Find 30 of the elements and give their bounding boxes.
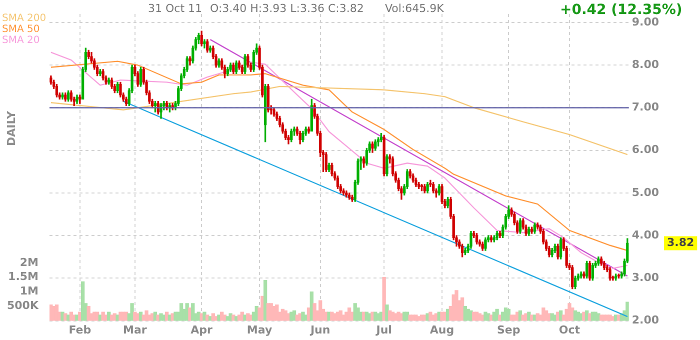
annotation: Vol:645.9K — [385, 2, 444, 15]
annotation: 31 Oct 11 — [148, 2, 202, 15]
y2-tick-label: 500K — [6, 299, 39, 312]
annotation: +0.42 (12.35%) — [560, 2, 682, 18]
y2-tick-label: 1M — [20, 284, 38, 298]
x-tick-label: Mar — [123, 323, 148, 336]
annotation: O:3.40 H:3.93 L:3.36 C:3.82 — [210, 2, 364, 15]
y-tick-label: 6.00 — [632, 143, 660, 156]
y2-tick-label: 1.5M — [8, 270, 38, 284]
x-tick-label: Sep — [497, 323, 520, 336]
x-tick-label: Apr — [190, 323, 214, 336]
y-tick-label: 7.00 — [632, 100, 660, 114]
text: DAILY — [5, 111, 18, 146]
x-tick-label: Jul — [375, 323, 392, 336]
y-tick-label: 9.00 — [632, 15, 660, 28]
y-tick-label: 8.00 — [632, 58, 660, 71]
text: SMA 200 — [2, 13, 46, 24]
y-tick-label: 4.00 — [632, 228, 660, 242]
y2-tick-label: 2M — [20, 256, 38, 269]
x-tick-label: May — [246, 323, 272, 336]
x-tick-label: Feb — [68, 323, 92, 336]
text: SMA 50 — [2, 24, 41, 35]
y-tick-label: 5.00 — [632, 186, 660, 199]
y-tick-label: 3.00 — [632, 271, 660, 284]
x-tick-label: Aug — [430, 323, 454, 336]
x-tick-label: Jun — [309, 323, 330, 336]
series-label: SMA 20 — [2, 35, 41, 46]
text: 3.82 — [667, 236, 694, 250]
x-tick-label: Oct — [558, 323, 580, 336]
y-tick-label: 2.00 — [632, 314, 660, 327]
